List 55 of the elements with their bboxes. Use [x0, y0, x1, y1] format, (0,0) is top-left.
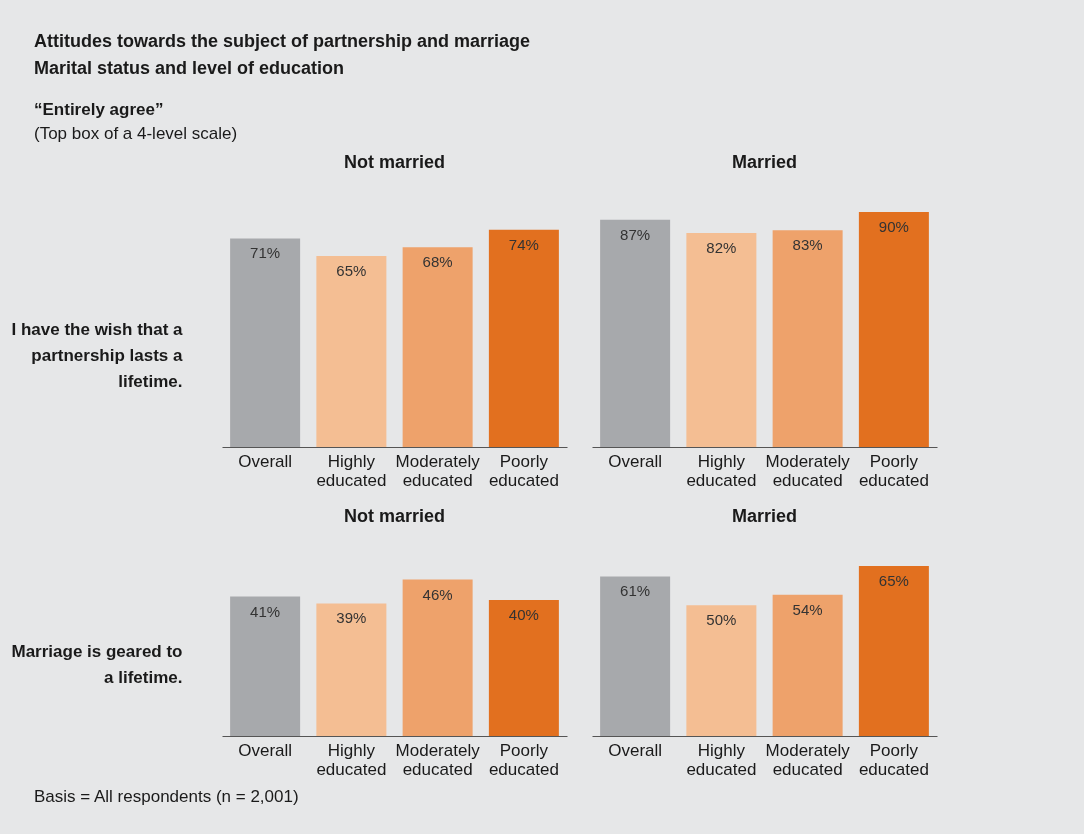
bar — [858, 212, 929, 447]
text: Marital status and level of education — [34, 57, 346, 80]
x-tick-label: Moderately educated — [395, 451, 481, 490]
x-tick-label: Overall — [238, 451, 293, 471]
x-tick-label: Poorly educated — [858, 740, 929, 779]
data-label: 65% — [336, 262, 367, 280]
x-tick-label: Moderately educated — [765, 740, 851, 779]
bar — [488, 600, 559, 736]
chart-title: Not married — [343, 152, 446, 172]
chart-title: Married — [731, 152, 798, 172]
bar — [858, 566, 929, 736]
data-label: 40% — [508, 606, 539, 623]
data-label: 87% — [620, 225, 651, 243]
x-tick-label: Highly educated — [316, 451, 387, 490]
data-label: 41% — [250, 602, 281, 620]
bar — [686, 605, 757, 736]
data-label: 74% — [508, 235, 539, 253]
x-tick-label: Poorly educated — [858, 451, 929, 490]
x-tick-label: Highly educated — [316, 740, 387, 779]
data-label: 54% — [792, 600, 823, 618]
bar — [402, 579, 473, 736]
y-axis-title: I have the wish that a partnership lasts a lifetime. — [11, 320, 184, 391]
data-label: 68% — [422, 253, 453, 271]
text: Basis = All respondents (n = 2,001) — [34, 787, 300, 807]
bar — [600, 576, 671, 736]
x-tick-label: Highly educated — [686, 740, 757, 779]
x-tick-label: Overall — [608, 740, 663, 760]
text: “Entirely agree” — [34, 100, 165, 120]
x-tick-label: Moderately educated — [395, 740, 481, 779]
bar — [316, 603, 387, 736]
text: Attitudes towards the subject of partnership and marriage — [34, 30, 532, 53]
y-axis-title: Marriage is geared to a lifetime. — [11, 641, 183, 687]
x-tick-label: Overall — [608, 451, 663, 471]
data-label: 90% — [878, 218, 909, 235]
x-tick-label: Overall — [238, 740, 293, 760]
data-label: 71% — [250, 244, 281, 262]
data-label: 39% — [336, 609, 367, 627]
bar — [230, 596, 301, 736]
x-tick-label: Highly educated — [686, 451, 757, 490]
bar — [600, 219, 671, 447]
bar — [772, 594, 843, 736]
x-tick-label: Moderately educated — [765, 451, 851, 490]
text: (Top box of a 4-level scale) — [34, 124, 239, 144]
data-label: 83% — [792, 236, 823, 254]
x-tick-label: Poorly educated — [488, 740, 559, 779]
data-label: 82% — [706, 238, 737, 256]
data-label: 65% — [878, 572, 909, 589]
data-label: 46% — [422, 585, 453, 603]
data-label: 50% — [706, 611, 737, 629]
bar — [772, 230, 843, 447]
chart-title: Married — [731, 506, 798, 526]
bar — [686, 232, 757, 447]
data-label: 61% — [620, 582, 651, 600]
x-tick-label: Poorly educated — [488, 451, 559, 490]
chart-title: Not married — [343, 506, 446, 526]
